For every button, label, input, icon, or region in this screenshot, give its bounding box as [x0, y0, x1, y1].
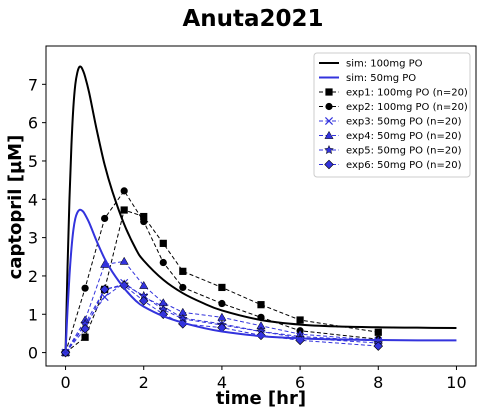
- exp2-point: [101, 214, 109, 223]
- exp2-point: [120, 187, 128, 195]
- legend-box: [313, 52, 471, 178]
- legend-label: exp3: 50mg PO (n=20): [346, 117, 462, 128]
- exp-series-5-line: [65, 283, 379, 353]
- legend-label: exp6: 50mg PO (n=20): [346, 160, 462, 171]
- y-tick-label: 1: [28, 305, 38, 324]
- legend-marker: [324, 159, 334, 170]
- exp2-point: [140, 217, 148, 226]
- exp-series-1-line: [65, 209, 379, 353]
- x-tick-label: 0: [60, 373, 70, 392]
- x-axis-label: time [hr]: [216, 388, 306, 409]
- exp1-point: [218, 283, 226, 292]
- legend-marker: [324, 144, 334, 155]
- legend-label: exp4: 50mg PO (n=20): [346, 131, 462, 142]
- exp-series-1: [61, 206, 382, 357]
- legend-item: exp1: 100mg PO (n=20): [319, 88, 468, 99]
- x-tick-label: 10: [446, 373, 466, 392]
- exp6-point: [99, 284, 110, 295]
- axes-frame: [45, 45, 477, 367]
- x-tick-label: 8: [373, 373, 383, 392]
- exp1-point: [296, 316, 304, 324]
- legend: sim: 100mg PO sim: 50mg PO exp1: 100mg PO …: [313, 52, 471, 178]
- exp4-point: [139, 280, 149, 289]
- exp1-point: [179, 267, 187, 275]
- y-tick-label: 7: [28, 75, 38, 94]
- legend-label: sim: 100mg PO: [346, 59, 423, 70]
- exp3-point-stroke: [100, 292, 109, 302]
- legend-label: exp1: 100mg PO (n=20): [346, 88, 468, 99]
- exp4-point: [119, 256, 129, 265]
- exp6-point: [373, 341, 384, 351]
- y-tick-label: 4: [28, 190, 38, 209]
- legend-marker: [324, 116, 334, 126]
- legend-marker: [325, 88, 333, 96]
- x-tick-label: 2: [139, 373, 149, 392]
- exp6-point: [80, 324, 90, 334]
- y-tick-label: 3: [28, 229, 38, 248]
- exp1-point: [257, 301, 265, 309]
- legend-item: exp2: 100mg PO (n=20): [319, 102, 468, 113]
- legend-label: exp2: 100mg PO (n=20): [346, 102, 468, 113]
- legend-marker: [325, 102, 333, 111]
- exp2-point: [159, 258, 167, 267]
- exp1-point: [140, 212, 148, 221]
- exp4-point: [217, 312, 227, 321]
- exp6-point: [138, 296, 149, 306]
- exp-series-4-line: [65, 260, 379, 353]
- sim-series-1-line: [64, 65, 457, 353]
- legend-label: sim: 50mg PO: [346, 73, 416, 84]
- x-tick-label: 4: [217, 373, 227, 392]
- legend-marker: [324, 130, 334, 139]
- plot-area: 0 2 4 6 8 10 0 1 2 3 4 5 6 7: [28, 45, 477, 392]
- x-tick-label: 6: [295, 373, 305, 392]
- exp1-point: [159, 239, 167, 247]
- legend-item: sim: 50mg PO: [319, 73, 416, 84]
- y-tick-label: 5: [28, 152, 38, 171]
- legend-item: exp6: 50mg PO (n=20): [319, 159, 462, 171]
- y-tick-label: 2: [28, 267, 38, 286]
- exp1-point: [120, 206, 128, 214]
- y-tick-label: 0: [28, 344, 38, 363]
- legend-item: exp3: 50mg PO (n=20): [319, 117, 462, 128]
- y-tick-label: 6: [28, 114, 38, 133]
- legend-item: exp4: 50mg PO (n=20): [319, 130, 462, 142]
- exp2-point: [218, 299, 226, 308]
- legend-item: sim: 100mg PO: [319, 59, 423, 70]
- exp2-point: [179, 283, 187, 292]
- exp3-point: [100, 292, 109, 302]
- y-axis-label: captopril [µM]: [5, 135, 26, 280]
- exp2-point: [81, 284, 89, 292]
- sim-series-2-line: [64, 208, 457, 353]
- exp1-point: [374, 328, 382, 336]
- chart-title: Anuta2021: [182, 6, 323, 32]
- legend-label: exp5: 50mg PO (n=20): [346, 146, 462, 157]
- legend-marker-stroke: [324, 116, 334, 126]
- exp1-point: [81, 333, 89, 341]
- legend-item: exp5: 50mg PO (n=20): [319, 144, 462, 157]
